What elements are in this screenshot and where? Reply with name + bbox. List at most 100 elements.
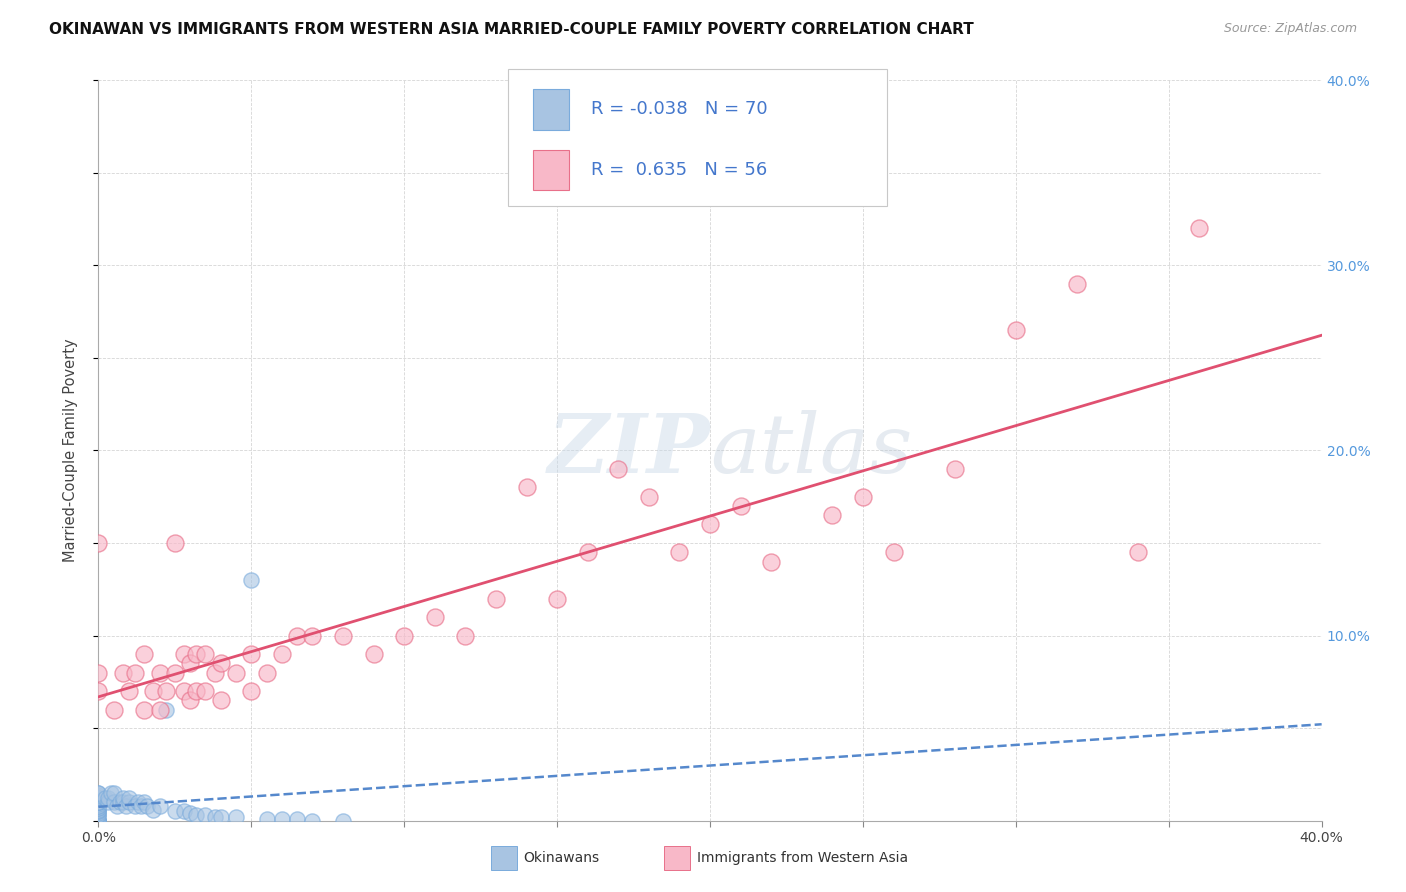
Point — [103, 703, 125, 717]
Point — [194, 808, 217, 822]
Point — [163, 805, 186, 819]
Point — [87, 791, 110, 805]
Point — [118, 791, 141, 805]
FancyBboxPatch shape — [533, 89, 569, 129]
Point — [87, 795, 110, 809]
Point — [87, 536, 110, 550]
Point — [699, 517, 721, 532]
Point — [423, 610, 446, 624]
Point — [240, 573, 263, 587]
Point — [301, 814, 323, 828]
Point — [87, 814, 110, 828]
Point — [943, 462, 966, 476]
Point — [87, 808, 110, 822]
Point — [87, 814, 110, 828]
FancyBboxPatch shape — [533, 150, 569, 190]
Point — [142, 803, 165, 817]
Point — [87, 797, 110, 811]
Point — [179, 657, 201, 671]
Text: ZIP: ZIP — [547, 410, 710, 491]
Point — [225, 665, 247, 680]
Point — [87, 805, 110, 819]
Point — [454, 628, 477, 642]
Point — [87, 800, 110, 814]
Point — [134, 795, 156, 809]
Point — [111, 791, 134, 805]
Point — [87, 798, 110, 813]
Point — [149, 665, 172, 680]
Text: Okinawans: Okinawans — [524, 851, 600, 864]
Point — [108, 795, 131, 809]
Point — [1066, 277, 1088, 291]
Point — [163, 665, 186, 680]
Point — [173, 647, 195, 661]
Point — [87, 806, 110, 821]
Point — [87, 786, 110, 800]
Point — [87, 786, 110, 800]
Point — [173, 684, 195, 698]
Point — [607, 462, 630, 476]
Point — [97, 791, 120, 805]
Point — [225, 810, 247, 824]
Point — [93, 791, 115, 805]
Point — [87, 814, 110, 828]
Point — [270, 647, 292, 661]
Text: Immigrants from Western Asia: Immigrants from Western Asia — [697, 851, 908, 864]
Point — [129, 798, 152, 813]
Point — [363, 647, 385, 661]
Point — [821, 508, 844, 523]
Point — [87, 684, 110, 698]
Point — [87, 814, 110, 828]
Point — [1188, 221, 1211, 235]
Point — [668, 545, 690, 559]
Point — [186, 808, 208, 822]
Point — [256, 812, 278, 826]
Text: OKINAWAN VS IMMIGRANTS FROM WESTERN ASIA MARRIED-COUPLE FAMILY POVERTY CORRELATI: OKINAWAN VS IMMIGRANTS FROM WESTERN ASIA… — [49, 22, 974, 37]
Point — [87, 791, 110, 805]
Point — [118, 684, 141, 698]
Point — [730, 499, 752, 513]
Point — [87, 814, 110, 828]
Point — [87, 814, 110, 828]
Point — [87, 795, 110, 809]
Point — [270, 812, 292, 826]
Point — [87, 814, 110, 828]
Point — [209, 657, 232, 671]
Point — [516, 481, 538, 495]
Point — [149, 798, 172, 813]
Point — [285, 628, 308, 642]
Point — [637, 490, 661, 504]
Point — [301, 628, 323, 642]
Point — [87, 789, 110, 804]
Point — [87, 788, 110, 802]
Point — [111, 665, 134, 680]
Point — [209, 693, 232, 707]
Point — [576, 545, 599, 559]
Point — [87, 814, 110, 828]
Point — [759, 554, 782, 569]
Point — [87, 803, 110, 817]
Point — [852, 490, 875, 504]
Point — [546, 591, 568, 606]
Text: R = -0.038   N = 70: R = -0.038 N = 70 — [592, 100, 768, 118]
Point — [392, 628, 416, 642]
Point — [142, 684, 165, 698]
Point — [485, 591, 508, 606]
Point — [124, 798, 146, 813]
Point — [240, 684, 263, 698]
Point — [332, 814, 354, 828]
Point — [240, 647, 263, 661]
Point — [163, 536, 186, 550]
Text: R =  0.635   N = 56: R = 0.635 N = 56 — [592, 161, 768, 179]
Point — [173, 805, 195, 819]
Point — [1004, 323, 1026, 337]
Point — [87, 810, 110, 824]
Point — [87, 814, 110, 828]
Point — [285, 812, 308, 826]
Point — [87, 814, 110, 828]
Point — [155, 684, 177, 698]
Point — [194, 684, 217, 698]
Point — [103, 795, 125, 809]
Point — [179, 806, 201, 821]
Point — [105, 798, 128, 813]
